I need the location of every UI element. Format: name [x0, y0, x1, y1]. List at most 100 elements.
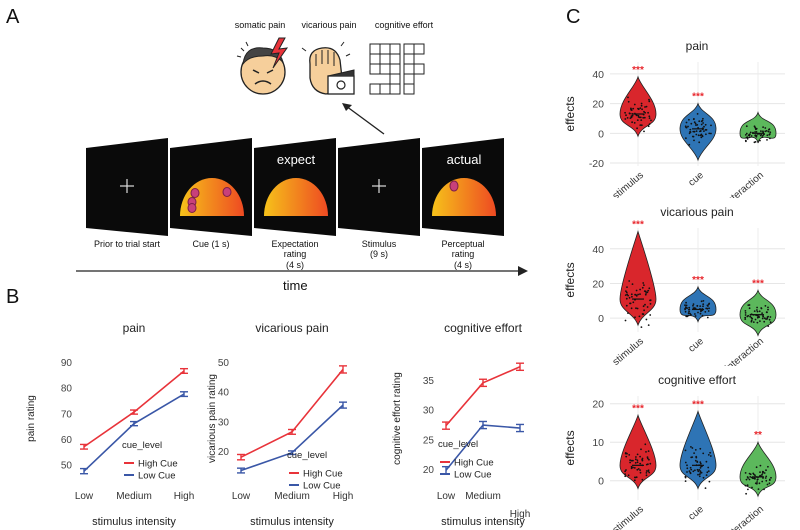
data-point	[688, 118, 690, 121]
data-point	[632, 301, 635, 304]
data-point	[700, 465, 702, 468]
data-point	[647, 125, 650, 128]
data-point	[756, 309, 758, 311]
y-axis-label: effects	[563, 430, 577, 465]
panel-label-b: B	[6, 286, 20, 308]
significance-marker: ***	[632, 65, 644, 76]
data-point	[756, 321, 759, 324]
data-point	[691, 135, 694, 138]
y-tick-label: 20	[423, 465, 435, 476]
trial-screen-3: expect	[254, 138, 336, 236]
data-point	[684, 461, 687, 464]
data-point	[650, 119, 652, 122]
data-point	[748, 136, 751, 139]
data-point	[769, 321, 772, 324]
data-point	[688, 310, 690, 313]
data-point	[643, 130, 645, 133]
data-point	[640, 124, 643, 127]
data-point	[631, 295, 633, 298]
y-tick-label: 40	[592, 69, 604, 81]
data-point	[699, 134, 702, 137]
data-point	[696, 468, 699, 471]
data-point	[643, 309, 645, 312]
y-tick-label: 30	[423, 406, 435, 417]
data-point	[701, 119, 704, 122]
data-point	[627, 474, 630, 477]
data-point	[685, 301, 687, 304]
data-point	[698, 469, 701, 471]
data-point	[626, 117, 629, 119]
data-point	[691, 456, 694, 458]
data-point	[707, 305, 709, 307]
data-point	[699, 470, 702, 473]
trial-step-label: Expectation rating (4 s)	[271, 239, 319, 270]
significance-marker: ***	[632, 403, 644, 414]
trial-step-label: Stimulus (9 s)	[361, 239, 397, 260]
data-point	[699, 462, 702, 465]
data-point	[636, 127, 638, 130]
data-point	[639, 469, 641, 471]
data-point	[767, 308, 769, 311]
data-point	[642, 305, 645, 308]
violin-chart-pain: pain -20 0 20 40 effects *** stimulus *** cue inte…	[563, 39, 785, 198]
series-line-high-cue	[83, 370, 185, 448]
data-point	[700, 123, 703, 126]
data-point	[749, 315, 751, 318]
data-point	[688, 306, 691, 309]
chart-title: pain	[686, 39, 709, 53]
data-point	[694, 469, 696, 472]
data-point	[699, 447, 702, 450]
data-point	[751, 477, 754, 480]
data-point	[647, 470, 650, 472]
data-point	[698, 120, 701, 123]
data-point	[630, 307, 633, 310]
data-point	[645, 470, 648, 472]
data-point	[685, 121, 688, 124]
y-tick-label: 20	[592, 278, 604, 290]
data-point	[641, 478, 644, 481]
data-point	[627, 312, 629, 314]
data-point	[633, 467, 636, 469]
data-point	[625, 304, 628, 307]
x-tick-label: Medium	[274, 491, 310, 502]
data-point	[647, 324, 650, 326]
data-point	[762, 126, 764, 128]
data-point	[769, 131, 772, 134]
data-point	[630, 107, 632, 110]
trial-screen-1	[86, 138, 168, 236]
data-point	[762, 477, 764, 479]
data-point	[636, 468, 639, 471]
data-point	[629, 461, 631, 464]
data-point	[703, 130, 705, 132]
data-point	[633, 103, 636, 106]
legend-label: Low Cue	[303, 481, 341, 492]
data-point	[702, 303, 705, 306]
data-point	[697, 311, 699, 314]
data-point	[701, 134, 704, 137]
data-point	[744, 134, 747, 136]
data-point	[698, 141, 701, 144]
data-point	[625, 297, 628, 300]
legend-title: cue_level	[438, 439, 478, 450]
y-tick-label: 50	[218, 358, 230, 369]
data-point	[629, 112, 631, 115]
y-tick-label: 80	[61, 384, 73, 395]
line-chart-cognitive-effort: cognitive effort 20 25 30 35 cognitive effort…	[392, 321, 530, 528]
data-point	[686, 467, 689, 470]
data-point	[768, 482, 771, 485]
data-point	[684, 480, 687, 482]
data-point	[647, 450, 650, 452]
data-point	[694, 459, 697, 462]
data-point	[624, 294, 627, 296]
data-point	[744, 484, 747, 487]
data-point	[693, 121, 696, 124]
data-point	[648, 471, 651, 474]
data-point	[759, 139, 761, 142]
data-point	[643, 284, 645, 286]
data-point	[648, 287, 651, 290]
data-point	[649, 303, 652, 305]
data-point	[707, 470, 710, 472]
data-point	[754, 131, 756, 133]
data-point	[764, 127, 767, 129]
